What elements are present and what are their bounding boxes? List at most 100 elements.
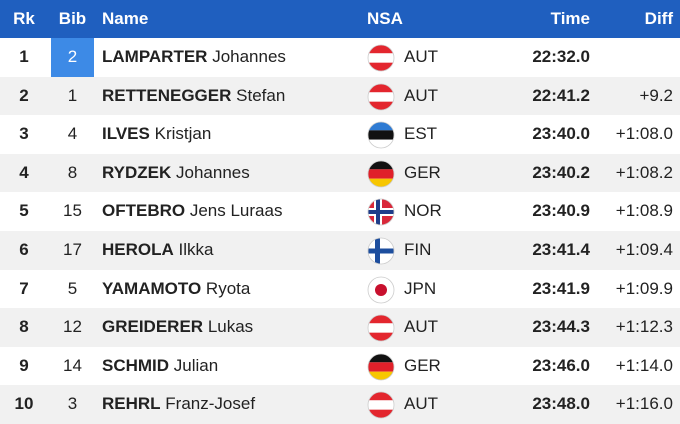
result-row: 10 3 REHRL Franz-Josef AUT 23:48.0 +1:16.0 (0, 385, 680, 424)
first-name: Franz-Josef (165, 394, 256, 414)
flag (367, 353, 395, 386)
bib: 12 (63, 317, 82, 337)
flag (367, 276, 395, 309)
last-name: SCHMID (102, 355, 170, 375)
athlete-name: RYDZEK Johannes (102, 154, 250, 193)
flag-icon (367, 121, 395, 149)
diff: +1:09.9 (615, 278, 673, 298)
bib: 1 (67, 85, 78, 105)
flag-icon (367, 198, 395, 226)
time: 23:41.9 (532, 278, 590, 298)
diff: +1:08.2 (615, 162, 673, 182)
result-row: 4 8 RYDZEK Johannes GER 23:40.2 +1:08.2 (0, 153, 680, 193)
diff: +1:09.4 (615, 240, 673, 259)
nsa: GER (404, 162, 441, 182)
rank: 1 (19, 47, 29, 66)
rank: 2 (19, 85, 29, 105)
nsa: AUT (404, 317, 438, 337)
bib: 8 (67, 162, 78, 182)
time: 23:44.3 (532, 317, 590, 337)
nsa: AUT (404, 85, 438, 105)
last-name: ILVES (102, 124, 150, 144)
result-row: 9 14 SCHMID Julian GER 23:46.0 +1:14.0 (0, 346, 680, 386)
rank: 5 (19, 201, 29, 221)
first-name: Johannes (176, 162, 250, 182)
result-row: 5 15 OFTEBRO Jens Luraas NOR 23:40.9 +1:08.9 (0, 192, 680, 231)
time: 23:40.0 (532, 124, 590, 144)
diff: +1:16.0 (615, 394, 673, 414)
nsa: AUT (404, 394, 438, 414)
time: 22:32.0 (532, 47, 590, 66)
first-name: Ilkka (178, 240, 214, 259)
last-name: RETTENEGGER (102, 85, 232, 105)
time: 23:40.9 (532, 201, 590, 221)
flag-icon (367, 353, 395, 381)
diff: +1:08.0 (615, 124, 673, 144)
time: 23:48.0 (532, 394, 590, 414)
last-name: HEROLA (102, 240, 174, 259)
athlete-name: REHRL Franz-Josef (102, 385, 255, 424)
header-rank: Rk (13, 9, 35, 28)
time: 23:41.4 (532, 240, 590, 259)
last-name: LAMPARTER (102, 47, 208, 66)
flag (367, 237, 395, 270)
result-row: 3 4 ILVES Kristjan EST 23:40.0 +1:08.0 (0, 115, 680, 154)
bib: 3 (67, 394, 78, 414)
bib: 17 (63, 240, 82, 259)
flag (367, 391, 395, 424)
bib: 4 (67, 124, 78, 144)
first-name: Kristjan (154, 124, 212, 144)
diff: +1:14.0 (615, 355, 673, 375)
bib: 2 (51, 38, 94, 77)
rank: 10 (14, 394, 34, 414)
diff: +1:12.3 (615, 317, 673, 337)
header-row: Rk Bib Name NSA Time Diff (0, 0, 680, 38)
nsa: JPN (404, 278, 437, 298)
diff: +1:08.9 (615, 201, 673, 221)
rank: 9 (19, 355, 29, 375)
flag (367, 314, 395, 347)
flag-icon (367, 237, 395, 265)
rank: 6 (19, 240, 29, 259)
header-nsa: NSA (367, 9, 403, 28)
athlete-name: LAMPARTER Johannes (102, 38, 286, 77)
last-name: GREIDERER (102, 317, 204, 337)
flag (367, 198, 395, 231)
first-name: Ryota (205, 278, 251, 298)
first-name: Julian (173, 355, 219, 375)
result-row: 1 2 LAMPARTER Johannes AUT 22:32.0 (0, 38, 680, 77)
flag-icon (367, 160, 395, 188)
first-name: Lukas (207, 317, 254, 337)
athlete-name: ILVES Kristjan (102, 115, 211, 154)
rank: 7 (19, 278, 29, 298)
last-name: RYDZEK (102, 162, 172, 182)
rank: 3 (19, 124, 29, 144)
bib: 5 (67, 278, 78, 298)
athlete-name: OFTEBRO Jens Luraas (102, 192, 282, 231)
first-name: Johannes (212, 47, 286, 66)
flag (367, 44, 395, 77)
flag-icon (367, 314, 395, 342)
athlete-name: HEROLA Ilkka (102, 231, 213, 270)
header-name: Name (102, 9, 149, 28)
bib: 14 (63, 355, 82, 375)
time: 23:40.2 (532, 162, 590, 182)
athlete-name: SCHMID Julian (102, 347, 218, 386)
rank: 8 (19, 317, 29, 337)
result-row: 2 1 RETTENEGGER Stefan AUT 22:41.2 +9.2 (0, 76, 680, 116)
athlete-name: YAMAMOTO Ryota (102, 270, 250, 309)
result-row: 7 5 YAMAMOTO Ryota JPN 23:41.9 +1:09.9 (0, 269, 680, 309)
nsa: NOR (404, 201, 442, 221)
last-name: OFTEBRO (102, 201, 186, 221)
last-name: REHRL (102, 394, 161, 414)
nsa: EST (404, 124, 438, 144)
diff: +9.2 (639, 85, 673, 105)
rank: 4 (19, 162, 29, 182)
header-diff: Diff (644, 9, 673, 28)
result-row: 6 17 HEROLA Ilkka FIN 23:41.4 +1:09.4 (0, 231, 680, 270)
flag (367, 160, 395, 193)
nsa: GER (404, 355, 441, 375)
flag-icon (367, 83, 395, 110)
flag-icon (367, 44, 395, 72)
first-name: Jens Luraas (189, 201, 283, 221)
